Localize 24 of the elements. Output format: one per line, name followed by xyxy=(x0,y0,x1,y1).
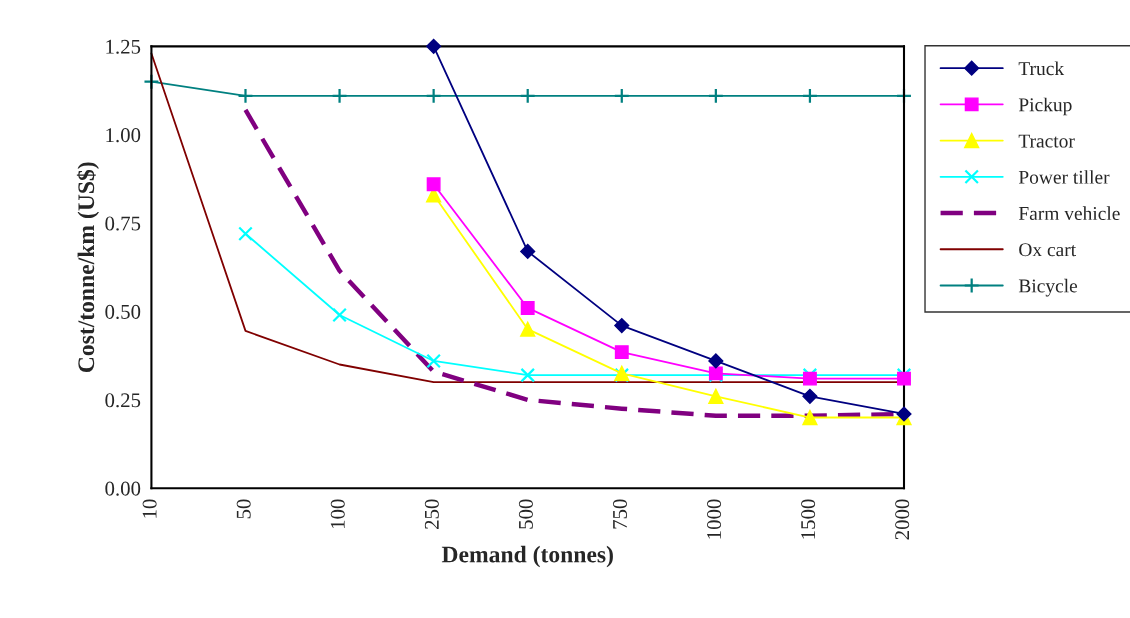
x-tick-label: 1500 xyxy=(801,499,816,539)
x-tick-label: 100 xyxy=(330,499,345,529)
y-tick-label: 0.75 xyxy=(105,216,141,231)
legend-label: Pickup xyxy=(1018,97,1072,116)
legend-label: Power tiller xyxy=(1018,170,1110,184)
x-tick-label: 2000 xyxy=(895,499,910,540)
y-tick-label: 0.00 xyxy=(105,481,141,496)
x-tick-label: 250 xyxy=(424,499,439,529)
x-tick-label: 50 xyxy=(236,499,251,519)
legend-label: Ox cart xyxy=(1019,243,1076,257)
y-axis-title: Cost/tonne/km (US$) xyxy=(76,162,99,373)
x-tick-label: 750 xyxy=(612,499,627,529)
x-tick-label: 1000 xyxy=(707,499,722,539)
y-tick-label: 1.00 xyxy=(106,128,141,143)
x-axis-title: Demand (tonnes) xyxy=(441,545,613,568)
legend-label: Tractor xyxy=(1018,134,1075,148)
x-tick-label: 500 xyxy=(518,499,533,529)
y-tick-label: 0.25 xyxy=(105,393,141,408)
x-tick-label: 10 xyxy=(142,499,157,518)
y-tick-label: 0.50 xyxy=(105,304,141,319)
y-tick-label: 1.25 xyxy=(106,39,141,54)
legend-label: Bicycle xyxy=(1018,278,1078,297)
legend-label: Farm vehicle xyxy=(1018,206,1120,221)
legend-label: Truck xyxy=(1018,61,1065,76)
